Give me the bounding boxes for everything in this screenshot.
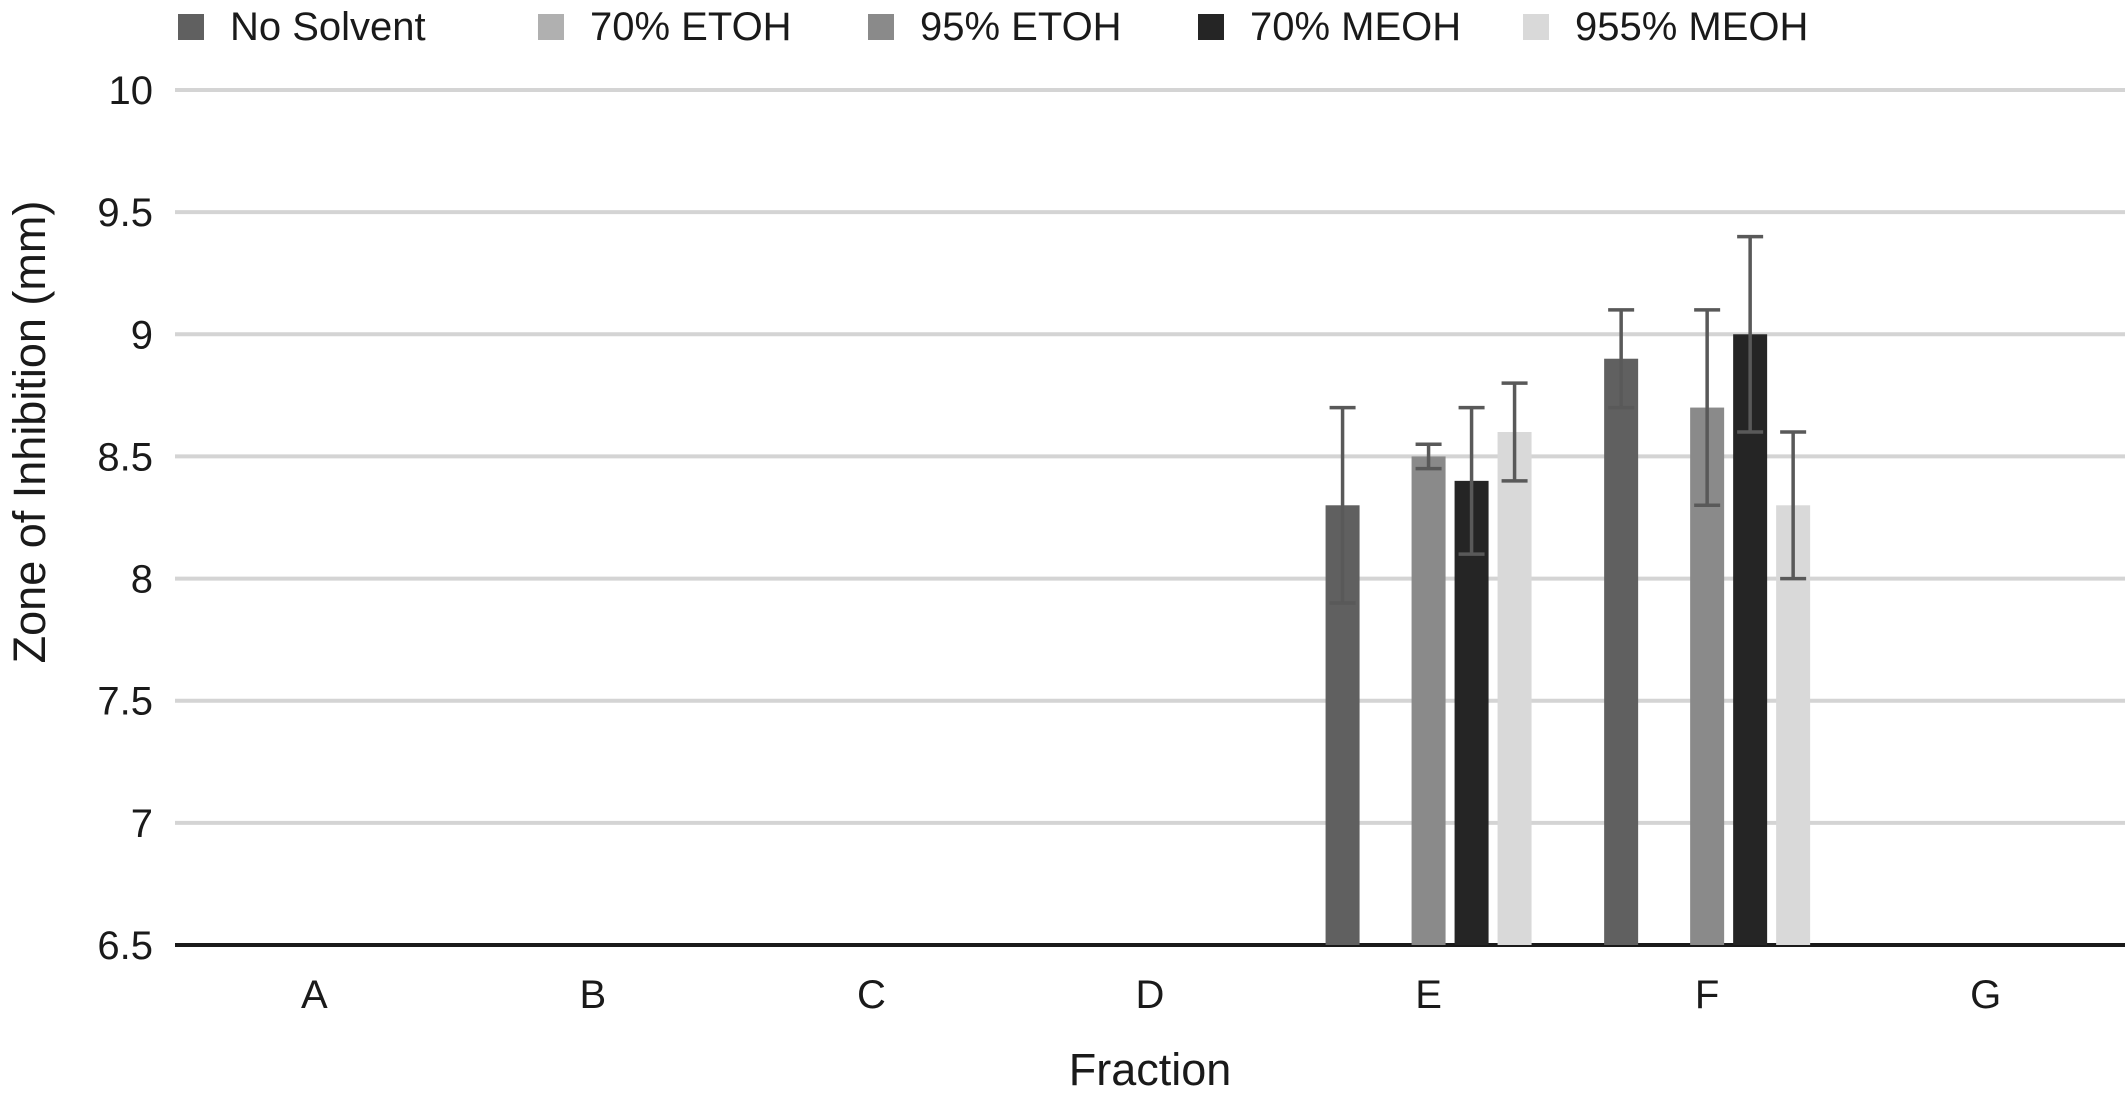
legend-item: 70% ETOH	[538, 5, 792, 49]
bar	[1454, 480, 1489, 945]
legend-label: 955% MEOH	[1575, 5, 1808, 49]
bar	[1497, 432, 1532, 945]
legend-swatch	[1198, 14, 1224, 40]
legend-label: 95% ETOH	[920, 5, 1122, 49]
legend-label: No Solvent	[230, 5, 426, 49]
legend-item: 70% MEOH	[1198, 5, 1461, 49]
x-tick-label: A	[301, 973, 328, 1017]
x-tick-label: G	[1970, 973, 2001, 1017]
y-tick-label: 6.5	[97, 924, 153, 968]
error-bar	[1694, 308, 1721, 508]
legend-swatch	[1523, 14, 1549, 40]
y-tick-label: 8.5	[97, 435, 153, 479]
y-tick-label: 7	[131, 802, 153, 846]
y-tick-label: 7.5	[97, 680, 153, 724]
legend-item: 95% ETOH	[868, 5, 1122, 49]
legend-item: 955% MEOH	[1523, 5, 1808, 49]
bar	[1733, 334, 1768, 945]
y-tick-label: 10	[109, 69, 154, 113]
error-bar	[1780, 430, 1807, 581]
error-bar	[1415, 442, 1442, 471]
x-tick-label: B	[580, 973, 607, 1017]
error-bar	[1501, 381, 1528, 483]
legend-swatch	[178, 14, 204, 40]
legend: No Solvent 70% ETOH 95% ETOH 70% MEOH 955% M…	[178, 5, 1808, 49]
bar	[1411, 456, 1446, 945]
error-bar	[1737, 234, 1764, 434]
x-axis-title: Fraction	[1069, 1044, 1232, 1095]
x-tick-label: D	[1136, 973, 1165, 1017]
bar	[1604, 358, 1639, 945]
y-tick-label: 9.5	[97, 191, 153, 235]
x-tick-label: F	[1695, 973, 1719, 1017]
error-bar	[1608, 308, 1635, 410]
x-axis-ticks: A B C D E F G	[301, 973, 2001, 1017]
legend-label: 70% MEOH	[1250, 5, 1461, 49]
y-axis-ticks: 6.5 7 7.5 8 8.5 9 9.5 10	[97, 69, 153, 968]
error-bar	[1458, 405, 1485, 556]
x-tick-label: C	[857, 973, 886, 1017]
bars	[1325, 334, 1811, 946]
y-tick-label: 8	[131, 558, 153, 602]
y-tick-label: 9	[131, 313, 153, 357]
y-axis-title: Zone of Inhibition (mm)	[4, 201, 55, 664]
legend-item: No Solvent	[178, 5, 426, 49]
error-bar	[1329, 405, 1356, 605]
error-bars	[1329, 234, 1807, 605]
x-tick-label: E	[1415, 973, 1442, 1017]
gridlines	[175, 88, 2125, 947]
legend-swatch	[868, 14, 894, 40]
legend-swatch	[538, 14, 564, 40]
legend-label: 70% ETOH	[590, 5, 792, 49]
